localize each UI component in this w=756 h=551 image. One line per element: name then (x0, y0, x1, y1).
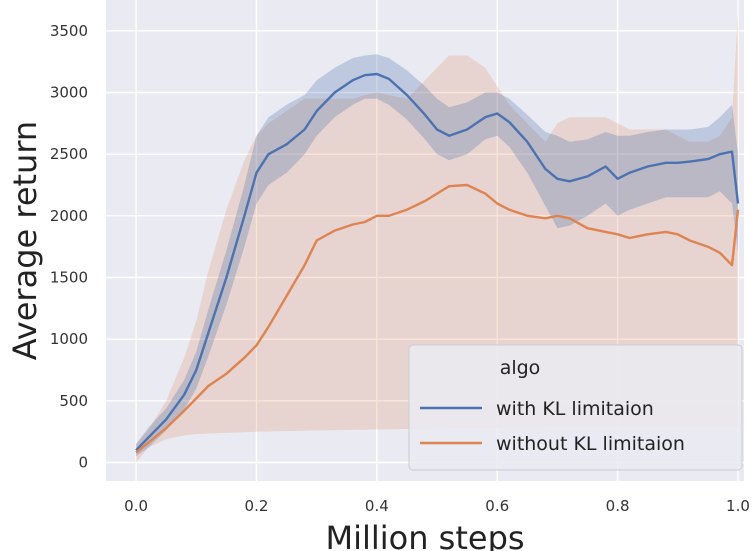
x-tick-label: 0.4 (365, 497, 389, 515)
x-tick-labels: 0.0 0.2 0.4 0.6 0.8 1.0 (124, 497, 750, 515)
legend-title: algo (500, 357, 541, 379)
y-tick-labels: 0 500 1000 1500 2000 2500 3000 3500 (50, 22, 88, 472)
legend-label-without-kl: without KL limitaion (496, 433, 685, 455)
legend-box (408, 344, 743, 471)
x-tick-label: 0.8 (606, 497, 630, 515)
x-tick-label: 0.6 (485, 497, 509, 515)
y-tick-label: 3500 (50, 22, 88, 40)
y-tick-label: 500 (59, 392, 88, 410)
y-tick-label: 2500 (50, 145, 88, 163)
x-tick-label: 0.2 (245, 497, 269, 515)
y-tick-label: 0 (78, 454, 88, 472)
band-series-0 (136, 54, 739, 457)
y-tick-label: 3000 (50, 84, 88, 102)
grid-lines (106, 0, 744, 481)
y-tick-label: 1500 (50, 269, 88, 287)
y-tick-label: 1000 (50, 330, 88, 348)
line-series-1 (135, 183, 740, 454)
x-tick-label: 0.0 (124, 497, 148, 515)
legend-label-with-kl: with KL limitaion (496, 398, 654, 420)
line-series-0 (135, 72, 740, 452)
legend: algo with KL limitaion without KL limita… (408, 344, 743, 471)
y-axis-title: Average return (6, 121, 44, 360)
x-axis-title: Million steps (325, 519, 524, 551)
series-lines (135, 72, 740, 454)
x-tick-label: 1.0 (726, 497, 750, 515)
y-tick-label: 2000 (50, 207, 88, 225)
